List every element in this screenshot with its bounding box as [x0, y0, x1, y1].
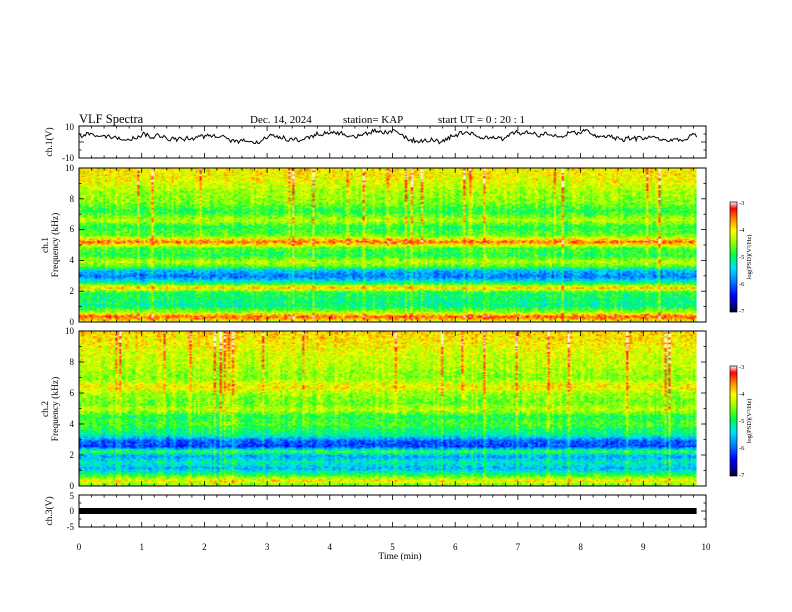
header-station: station= KAP: [343, 114, 403, 126]
ch2-channel-label: ch.2: [41, 401, 51, 417]
ch2-cb-tick-m5: -5: [739, 418, 744, 425]
ch3-waveform-panel: 5 0 -5 ch.3(V): [44, 491, 707, 532]
ch2-cb-tick-m4: -4: [739, 391, 745, 398]
ch1-colorbar: -3 -4 -5 -6 -7 log(PSD)(V²/Hz): [729, 200, 753, 315]
xtick-7: 7: [516, 542, 521, 552]
ch2-freq-tick-4: 4: [70, 419, 75, 429]
ch1-ytick-bottom: -10: [62, 153, 74, 163]
ch2-colorbar: -3 -4 -5 -6 -7 log(PSD)(V²/Hz): [729, 364, 753, 479]
chart-title: VLF Spectra: [79, 112, 144, 126]
xtick-1: 1: [139, 542, 144, 552]
ch2-cb-tick-m3: -3: [739, 364, 744, 371]
xtick-2: 2: [202, 542, 207, 552]
header-date: Dec. 14, 2024: [250, 114, 312, 126]
ch1-freq-tick-0: 0: [70, 317, 75, 327]
ch2-cb-tick-m6: -6: [739, 445, 745, 452]
xtick-9: 9: [641, 542, 646, 552]
ch3-ytick-mid: 0: [70, 506, 75, 516]
ch2-cb-tick-m7: -7: [739, 472, 745, 479]
ch1-waveform-line: [78, 127, 698, 145]
ch1-cb-tick-m6: -6: [739, 281, 745, 288]
x-axis-label: Time (min): [378, 551, 421, 562]
ch3-waveform-line: [79, 508, 697, 514]
ch1-spectrogram-image: [79, 168, 697, 322]
ch1-freq-tick-6: 6: [70, 224, 75, 234]
ch2-freq-tick-8: 8: [70, 357, 75, 367]
ch1-waveform-panel: 10 -10 ch.1(V): [44, 122, 707, 163]
ch1-ytick-top: 10: [65, 122, 75, 132]
ch1-cb-tick-m4: -4: [739, 227, 745, 234]
xtick-5: 5: [390, 542, 395, 552]
ch1-colorbar-bar: [729, 201, 738, 313]
ch2-spectrogram-panel: 0 2 4 6 8 10 ch.2 Frequency (kHz): [41, 326, 707, 491]
ch2-freq-tick-6: 6: [70, 388, 75, 398]
ch1-frequency-label: Frequency (kHz): [50, 213, 61, 278]
ch1-cb-tick-m5: -5: [739, 254, 744, 261]
ch2-frequency-label: Frequency (kHz): [50, 377, 61, 442]
ch2-spectrogram-image: [79, 331, 697, 486]
ch3-waveform-ylabel: ch.3(V): [44, 496, 55, 525]
ch1-cb-tick-m7: -7: [739, 308, 745, 315]
x-axis: 0 1 2 3 4 5 6 7 8 9 10 Time (min): [77, 542, 711, 562]
ch1-freq-tick-8: 8: [70, 194, 75, 204]
axis-tick-marks: [78, 125, 707, 528]
ch1-freq-tick-10: 10: [65, 163, 75, 173]
ch1-waveform-ylabel: ch.1(V): [44, 127, 55, 156]
xtick-10: 10: [702, 542, 712, 552]
ch2-freq-tick-0: 0: [70, 481, 75, 491]
ch1-freq-tick-4: 4: [70, 255, 75, 265]
ch2-freq-tick-10: 10: [65, 326, 75, 336]
ch3-ytick-top: 5: [70, 491, 75, 501]
ch2-colorbar-label: log(PSD)(V²/Hz): [746, 399, 753, 444]
ch1-colorbar-label: log(PSD)(V²/Hz): [746, 235, 753, 280]
header-start-ut: start UT = 0 : 20 : 1: [438, 114, 525, 126]
xtick-3: 3: [265, 542, 270, 552]
xtick-6: 6: [453, 542, 458, 552]
ch2-colorbar-bar: [729, 365, 738, 477]
ch1-cb-tick-m3: -3: [739, 200, 744, 207]
ch1-channel-label: ch.1: [41, 237, 51, 253]
xtick-8: 8: [578, 542, 583, 552]
ch2-freq-tick-2: 2: [70, 450, 75, 460]
xtick-0: 0: [77, 542, 82, 552]
ch1-freq-tick-2: 2: [70, 286, 75, 296]
ch1-spectrogram-panel: 0 2 4 6 8 10 ch.1 Frequency (kHz): [41, 163, 707, 327]
ch3-ytick-bottom: -5: [67, 522, 75, 532]
xtick-4: 4: [328, 542, 333, 552]
